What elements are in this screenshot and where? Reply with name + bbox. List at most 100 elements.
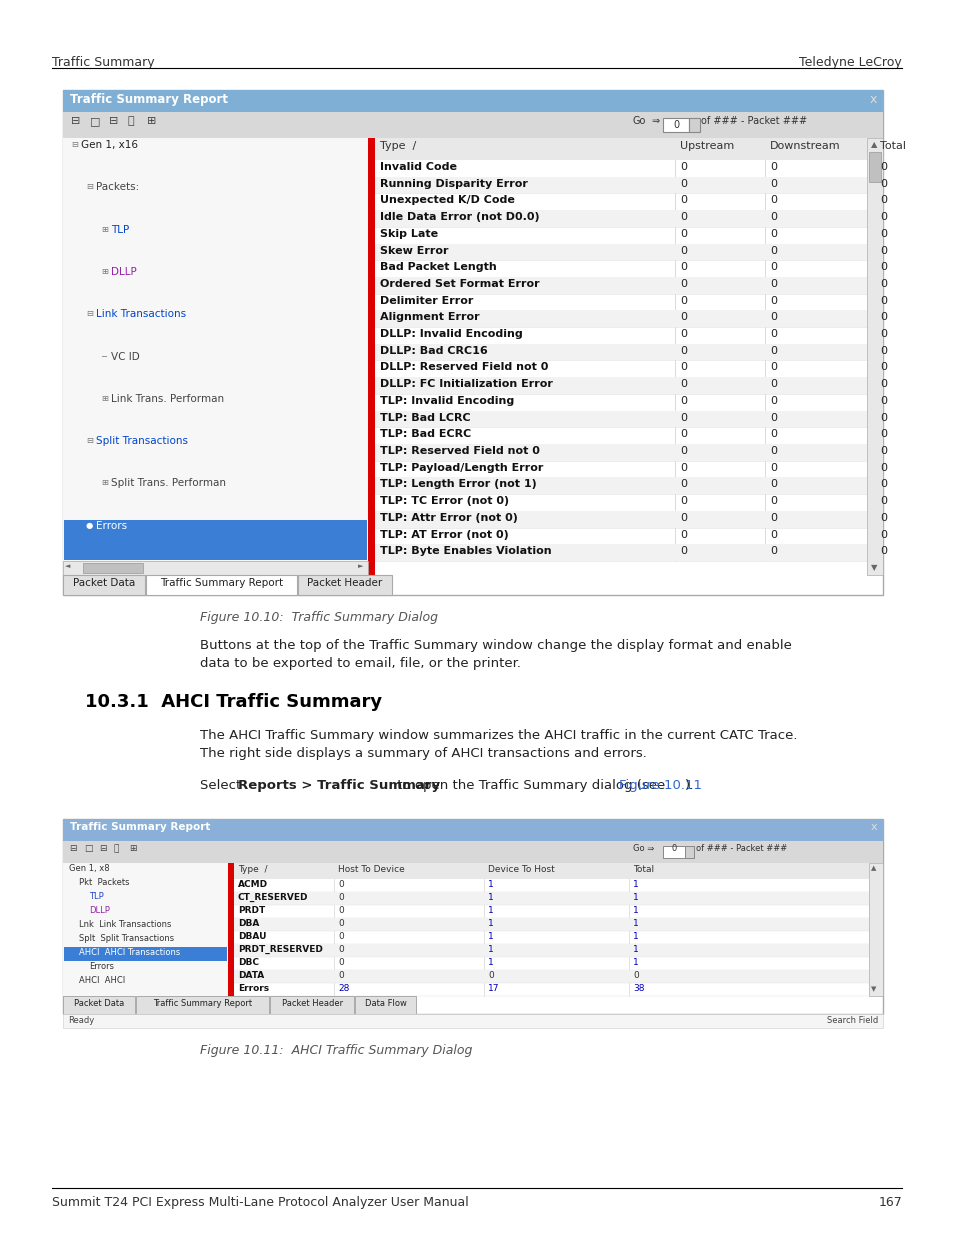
Text: ⊞: ⊞: [101, 267, 108, 275]
Text: ⊞: ⊞: [129, 844, 136, 853]
Bar: [233, 969, 868, 983]
Text: DLLP: Bad CRC16: DLLP: Bad CRC16: [379, 346, 487, 356]
Text: Bad Packet Length: Bad Packet Length: [379, 262, 497, 272]
Text: ).: ).: [684, 779, 694, 792]
Text: Total: Total: [633, 864, 654, 874]
Text: VC ID: VC ID: [111, 352, 139, 362]
Text: The right side displays a summary of AHCI transactions and errors.: The right side displays a summary of AHC…: [200, 747, 646, 760]
Text: ⊟: ⊟: [69, 844, 76, 853]
Bar: [63, 841, 882, 863]
Text: Split Transactions: Split Transactions: [96, 436, 188, 446]
Bar: [662, 846, 684, 858]
Text: 0: 0: [679, 463, 686, 473]
Bar: [271, 995, 354, 1014]
Text: of ### - Packet ###: of ### - Packet ###: [696, 844, 786, 853]
Text: ⊞: ⊞: [101, 394, 108, 403]
Text: 0: 0: [879, 279, 886, 289]
Text: 0: 0: [769, 379, 776, 389]
Text: CT_RESERVED: CT_RESERVED: [237, 893, 308, 902]
Text: 10.3.1  AHCI Traffic Summary: 10.3.1 AHCI Traffic Summary: [85, 693, 382, 711]
Text: 0: 0: [879, 363, 886, 373]
Text: TLP: Payload/Length Error: TLP: Payload/Length Error: [379, 463, 543, 473]
Text: 0: 0: [679, 228, 686, 238]
Text: ACMD: ACMD: [237, 881, 268, 889]
Bar: [63, 995, 135, 1014]
Text: 0: 0: [879, 312, 886, 322]
Text: Pkt  Packets: Pkt Packets: [79, 878, 130, 887]
Bar: [868, 152, 880, 182]
Text: DLLP: Invalid Encoding: DLLP: Invalid Encoding: [379, 329, 522, 340]
Text: 1: 1: [488, 958, 494, 967]
Text: 0: 0: [679, 379, 686, 389]
Bar: [866, 138, 882, 576]
Bar: [64, 520, 367, 559]
Bar: [375, 177, 866, 194]
Text: Skew Error: Skew Error: [379, 246, 448, 256]
Text: ▲: ▲: [870, 864, 876, 871]
Text: Errors: Errors: [237, 984, 269, 993]
Text: □: □: [84, 844, 92, 853]
Text: 0: 0: [879, 463, 886, 473]
Bar: [146, 576, 296, 595]
Text: 0: 0: [769, 546, 776, 556]
Text: Downstream: Downstream: [769, 141, 840, 151]
Text: Figure 10.11:  AHCI Traffic Summary Dialog: Figure 10.11: AHCI Traffic Summary Dialo…: [200, 1044, 472, 1057]
Text: 0: 0: [769, 262, 776, 272]
Text: 17: 17: [488, 984, 499, 993]
Text: 0: 0: [633, 971, 639, 981]
Text: 0: 0: [879, 396, 886, 406]
Text: Gen 1, x16: Gen 1, x16: [81, 140, 138, 149]
Text: 0: 0: [879, 446, 886, 456]
Text: 0: 0: [769, 246, 776, 256]
Text: 0: 0: [879, 212, 886, 222]
Text: AHCI  AHCI: AHCI AHCI: [79, 976, 125, 986]
Text: 0: 0: [679, 430, 686, 440]
Text: Host To Device: Host To Device: [337, 864, 404, 874]
Text: Device To Host: Device To Host: [488, 864, 554, 874]
Text: DLLP: Reserved Field not 0: DLLP: Reserved Field not 0: [379, 363, 548, 373]
Text: TLP: TLP: [111, 225, 129, 235]
Text: to open the Traffic Summary dialog (see: to open the Traffic Summary dialog (see: [393, 779, 669, 792]
Text: 0: 0: [769, 530, 776, 540]
Text: 0: 0: [337, 958, 343, 967]
Text: 0: 0: [879, 530, 886, 540]
Text: 0: 0: [769, 463, 776, 473]
Text: DBA: DBA: [237, 919, 259, 927]
Text: 28: 28: [337, 984, 349, 993]
Text: Ready: Ready: [68, 1016, 94, 1025]
Text: 1: 1: [633, 945, 639, 953]
Text: ⇒: ⇒: [650, 116, 659, 126]
Bar: [375, 545, 866, 561]
Text: Traffic Summary Report: Traffic Summary Report: [153, 999, 253, 1008]
Text: 0: 0: [879, 479, 886, 489]
Bar: [368, 138, 375, 576]
Bar: [228, 863, 233, 995]
Text: 0: 0: [879, 162, 886, 172]
Text: 0: 0: [679, 195, 686, 205]
Text: ⊟: ⊟: [86, 183, 92, 191]
Text: DATA: DATA: [237, 971, 264, 981]
Text: ▼: ▼: [870, 986, 876, 992]
Text: Figure 10.10:  Traffic Summary Dialog: Figure 10.10: Traffic Summary Dialog: [200, 611, 437, 624]
Text: 0: 0: [679, 412, 686, 422]
Bar: [63, 561, 368, 576]
Text: 1: 1: [633, 932, 639, 941]
Text: Link Transactions: Link Transactions: [96, 309, 186, 319]
Text: 0: 0: [879, 379, 886, 389]
Text: Total: Total: [879, 141, 905, 151]
Text: Delimiter Error: Delimiter Error: [379, 295, 473, 306]
Text: ◄: ◄: [65, 563, 71, 569]
Text: 0: 0: [672, 120, 679, 130]
Text: 0: 0: [679, 279, 686, 289]
Text: Select: Select: [200, 779, 245, 792]
Text: 0: 0: [679, 179, 686, 189]
Text: 0: 0: [337, 971, 343, 981]
Text: AHCI  AHCI Transactions: AHCI AHCI Transactions: [79, 948, 180, 957]
Bar: [375, 343, 866, 361]
Text: data to be exported to email, file, or the printer.: data to be exported to email, file, or t…: [200, 657, 520, 671]
Bar: [63, 90, 882, 112]
Text: 0: 0: [879, 513, 886, 522]
Text: ⊟: ⊟: [71, 116, 80, 126]
Bar: [868, 863, 882, 995]
Bar: [233, 944, 868, 957]
